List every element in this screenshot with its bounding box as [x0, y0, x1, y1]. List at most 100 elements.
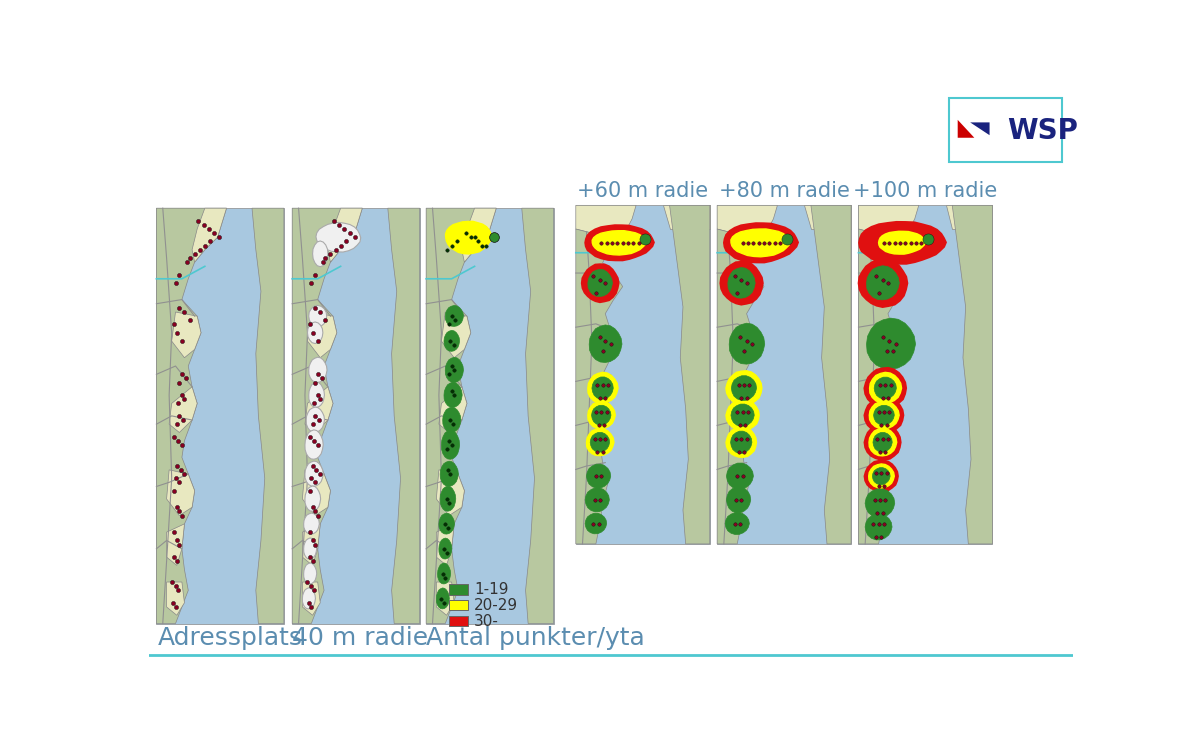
Polygon shape: [309, 305, 327, 327]
Polygon shape: [440, 486, 455, 511]
Polygon shape: [303, 588, 316, 609]
Polygon shape: [588, 401, 615, 429]
Polygon shape: [309, 357, 327, 382]
Polygon shape: [576, 229, 622, 544]
Polygon shape: [865, 488, 895, 517]
Polygon shape: [730, 323, 765, 364]
Text: +60 m radie: +60 m radie: [577, 181, 708, 201]
Polygon shape: [436, 588, 449, 609]
Polygon shape: [952, 205, 993, 544]
Polygon shape: [725, 224, 797, 262]
Polygon shape: [303, 582, 321, 616]
Polygon shape: [718, 205, 777, 239]
Polygon shape: [304, 513, 319, 534]
Polygon shape: [670, 205, 709, 544]
Polygon shape: [169, 386, 197, 432]
Polygon shape: [874, 377, 896, 399]
Polygon shape: [859, 260, 907, 307]
Polygon shape: [441, 430, 460, 459]
Polygon shape: [305, 430, 323, 459]
Polygon shape: [308, 322, 323, 344]
Polygon shape: [725, 513, 750, 534]
Polygon shape: [590, 432, 609, 452]
Polygon shape: [440, 461, 459, 486]
Polygon shape: [869, 464, 894, 488]
Polygon shape: [305, 461, 323, 486]
Polygon shape: [731, 431, 752, 454]
Polygon shape: [582, 265, 619, 302]
Bar: [156, 208, 284, 624]
Polygon shape: [442, 407, 461, 432]
Polygon shape: [252, 208, 284, 624]
Polygon shape: [592, 377, 613, 399]
Text: 30-: 30-: [474, 614, 499, 629]
Polygon shape: [585, 488, 609, 512]
Bar: [576, 205, 709, 544]
Polygon shape: [869, 401, 899, 429]
Polygon shape: [865, 225, 939, 260]
Bar: [858, 205, 993, 544]
Polygon shape: [446, 222, 491, 254]
Polygon shape: [305, 486, 321, 511]
Polygon shape: [303, 524, 321, 565]
Polygon shape: [585, 513, 607, 534]
Polygon shape: [864, 460, 898, 491]
Text: +80 m radie: +80 m radie: [719, 181, 850, 201]
Polygon shape: [858, 229, 906, 544]
Polygon shape: [873, 228, 932, 257]
Polygon shape: [588, 372, 617, 403]
Polygon shape: [316, 222, 361, 252]
Polygon shape: [461, 208, 496, 262]
Polygon shape: [726, 400, 759, 430]
Polygon shape: [864, 424, 901, 460]
Polygon shape: [308, 312, 337, 358]
Polygon shape: [867, 318, 915, 370]
Polygon shape: [306, 407, 324, 432]
Polygon shape: [576, 205, 637, 239]
Polygon shape: [726, 463, 753, 489]
Text: Adressplats: Adressplats: [159, 627, 303, 650]
Text: 1-19: 1-19: [474, 582, 509, 597]
Polygon shape: [312, 241, 328, 267]
Polygon shape: [303, 470, 330, 516]
Polygon shape: [167, 582, 185, 616]
Polygon shape: [443, 330, 460, 351]
Bar: [449, 616, 467, 627]
Polygon shape: [304, 563, 317, 584]
Polygon shape: [869, 428, 896, 456]
Polygon shape: [522, 208, 553, 624]
Polygon shape: [304, 538, 317, 559]
Polygon shape: [437, 563, 451, 584]
Polygon shape: [811, 205, 851, 544]
Polygon shape: [718, 229, 764, 544]
Bar: [449, 585, 467, 595]
Polygon shape: [443, 382, 462, 407]
Polygon shape: [292, 208, 362, 624]
Polygon shape: [589, 325, 622, 362]
Polygon shape: [726, 487, 751, 513]
Polygon shape: [858, 205, 919, 239]
Polygon shape: [167, 524, 185, 565]
Polygon shape: [864, 397, 904, 432]
Text: WSP: WSP: [1007, 117, 1079, 145]
Polygon shape: [387, 208, 420, 624]
Polygon shape: [436, 524, 454, 565]
Polygon shape: [663, 205, 709, 229]
Polygon shape: [439, 538, 452, 559]
Polygon shape: [427, 208, 496, 624]
Polygon shape: [726, 426, 757, 457]
Polygon shape: [720, 262, 763, 304]
Polygon shape: [156, 208, 226, 624]
Bar: [949, 98, 1062, 162]
Polygon shape: [870, 372, 901, 403]
Polygon shape: [439, 386, 467, 432]
Polygon shape: [441, 312, 471, 358]
Polygon shape: [586, 464, 610, 488]
Polygon shape: [873, 432, 893, 452]
Polygon shape: [859, 222, 945, 264]
Bar: [427, 208, 553, 624]
Polygon shape: [167, 470, 194, 516]
Text: 40 m radie: 40 m radie: [292, 627, 428, 650]
Polygon shape: [446, 305, 464, 327]
Polygon shape: [732, 375, 757, 401]
